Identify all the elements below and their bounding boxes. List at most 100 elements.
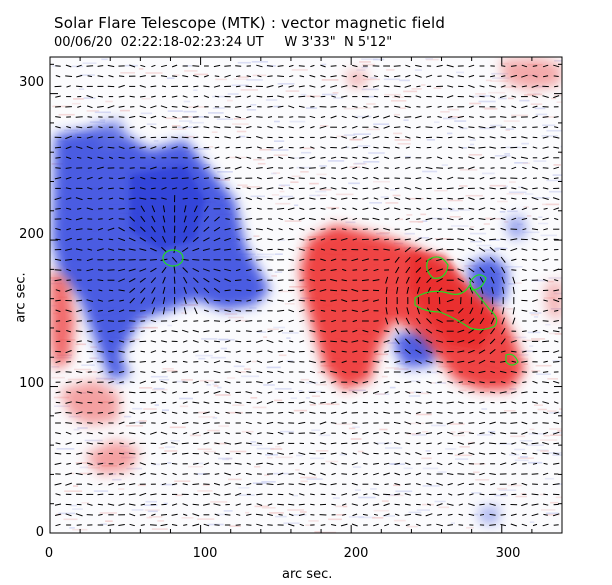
field-vector [309, 452, 316, 455]
field-vector [298, 503, 305, 506]
field-vector [161, 115, 167, 119]
field-vector [288, 217, 294, 221]
noise-streak [226, 411, 243, 414]
field-vector [543, 207, 548, 210]
field-vector [457, 329, 465, 333]
field-vector [203, 74, 209, 78]
field-vector [171, 95, 178, 98]
field-vector [224, 493, 231, 496]
field-vector [203, 330, 210, 333]
field-vector [98, 401, 103, 404]
field-vector [373, 411, 379, 414]
field-vector [502, 286, 505, 294]
field-vector [234, 401, 242, 404]
field-vector [54, 177, 62, 180]
field-vector [108, 350, 114, 353]
noise-streak [144, 509, 160, 511]
field-vector [447, 106, 454, 108]
field-vector [404, 370, 412, 374]
field-vector [171, 411, 178, 414]
field-vector [97, 95, 103, 98]
field-vector [405, 166, 411, 170]
noise-streak [485, 79, 492, 82]
field-vector [182, 75, 189, 78]
positive-polarity-regions [50, 58, 562, 475]
field-vector [406, 286, 410, 294]
field-vector [552, 197, 560, 201]
field-vector [192, 513, 200, 517]
field-vector [203, 462, 210, 466]
field-vector [139, 237, 147, 242]
field-vector [478, 218, 486, 220]
field-vector [76, 370, 83, 374]
noise-streak [307, 390, 322, 393]
field-vector [436, 156, 443, 160]
field-vector [479, 432, 485, 435]
field-vector [161, 146, 167, 149]
field-vector [87, 167, 92, 169]
field-vector [193, 215, 199, 223]
noise-streak [540, 450, 549, 452]
field-vector [554, 279, 559, 282]
field-vector [489, 217, 496, 221]
field-vector [447, 197, 453, 200]
field-vector [162, 225, 166, 233]
field-vector [320, 146, 326, 149]
noise-streak [522, 162, 530, 165]
noise-streak [352, 466, 362, 468]
field-vector [150, 330, 157, 333]
field-vector [160, 258, 168, 261]
field-vector [108, 187, 114, 190]
field-vector [139, 75, 146, 78]
field-vector [193, 146, 198, 149]
field-vector [479, 276, 485, 284]
field-vector [362, 442, 369, 445]
field-vector [341, 75, 347, 78]
field-vector [108, 299, 114, 302]
field-vector [256, 177, 262, 180]
field-vector [118, 218, 125, 220]
field-vector [76, 238, 82, 241]
noise-streak [336, 135, 347, 138]
noise-streak [519, 99, 530, 102]
field-vector [543, 299, 548, 302]
field-vector [384, 361, 389, 363]
field-vector [288, 95, 294, 98]
field-vector [193, 462, 199, 465]
field-vector [257, 422, 262, 424]
field-vector [479, 317, 485, 325]
field-vector [458, 157, 464, 159]
noise-streak [385, 202, 399, 204]
field-vector [151, 287, 156, 294]
noise-streak [296, 246, 314, 249]
field-vector [224, 380, 231, 384]
field-vector [552, 361, 560, 363]
field-vector [489, 238, 497, 241]
noise-streak [441, 164, 448, 166]
field-vector [404, 126, 411, 129]
field-vector [416, 307, 420, 315]
field-vector [299, 258, 305, 261]
field-vector [426, 207, 432, 211]
noise-streak [273, 154, 288, 156]
field-vector [65, 401, 72, 404]
field-vector [129, 216, 136, 222]
noise-streak [383, 78, 400, 81]
noise-streak [257, 162, 266, 165]
field-vector [532, 452, 538, 455]
noise-streak [552, 360, 562, 362]
field-vector [192, 503, 199, 506]
noise-streak [279, 290, 293, 293]
field-vector [479, 136, 485, 139]
field-vector [362, 299, 369, 302]
field-vector [65, 288, 72, 292]
field-vector [352, 329, 358, 333]
field-vector [532, 105, 538, 108]
field-vector [490, 276, 495, 284]
noise-streak [521, 350, 535, 352]
field-vector [363, 248, 368, 251]
noise-streak [361, 58, 378, 60]
noise-streak [440, 208, 455, 210]
field-vector [352, 350, 358, 353]
field-vector [160, 380, 168, 384]
